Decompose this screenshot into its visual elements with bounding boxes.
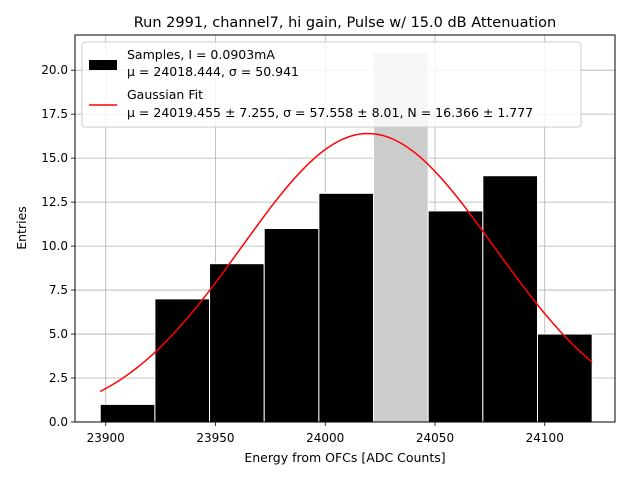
y-axis-ticks: 0.0 2.5 5.0 7.5 10.0 12.5 15.0 17.5 20.0 — [41, 63, 75, 429]
y-tick-label: 20.0 — [41, 63, 68, 77]
plot-frame — [74, 34, 616, 423]
x-tick-label: 23950 — [196, 431, 234, 445]
y-tick-label: 15.0 — [41, 151, 68, 165]
x-tick-label: 24100 — [526, 431, 564, 445]
legend-samples-stats: μ = 24018.444, σ = 50.941 — [127, 64, 299, 79]
histogram-bar — [318, 192, 375, 423]
y-tick-label: 17.5 — [41, 107, 68, 121]
legend-fit-label: Gaussian Fit — [127, 87, 203, 102]
legend-samples-swatch — [89, 60, 117, 70]
histogram-bars — [99, 52, 593, 423]
legend-fit-stats: μ = 24019.455 ± 7.255, σ = 57.558 ± 8.01… — [127, 105, 533, 120]
y-tick-label: 10.0 — [41, 239, 68, 253]
gaussian-fit-curve — [99, 132, 593, 393]
x-axis-ticks: 23900 23950 24000 24050 24100 — [87, 422, 564, 445]
y-tick-label: 5.0 — [49, 327, 68, 341]
histogram-bar — [99, 403, 156, 423]
histogram-bar — [537, 333, 593, 423]
histogram-bar — [482, 175, 539, 423]
legend: Samples, I = 0.0903mA μ = 24018.444, σ =… — [81, 41, 582, 128]
histogram-bar — [427, 210, 484, 423]
histogram-bar — [154, 298, 211, 423]
legend-box — [81, 41, 582, 128]
legend-samples-label: Samples, I = 0.0903mA — [127, 47, 275, 62]
histogram-bar — [209, 263, 265, 423]
y-tick-label: 2.5 — [49, 371, 68, 385]
x-tick-label: 24050 — [416, 431, 454, 445]
gaussian-fit — [99, 132, 593, 393]
y-axis-label: Entries — [14, 206, 29, 250]
y-tick-label: 0.0 — [49, 415, 68, 429]
chart-title: Run 2991, channel7, hi gain, Pulse w/ 15… — [134, 15, 557, 31]
y-tick-label: 7.5 — [49, 283, 68, 297]
y-tick-label: 12.5 — [41, 195, 68, 209]
x-tick-label: 24000 — [306, 431, 344, 445]
x-tick-label: 23900 — [87, 431, 125, 445]
x-axis-label: Energy from OFCs [ADC Counts] — [244, 450, 445, 465]
histogram-bar — [263, 228, 320, 423]
